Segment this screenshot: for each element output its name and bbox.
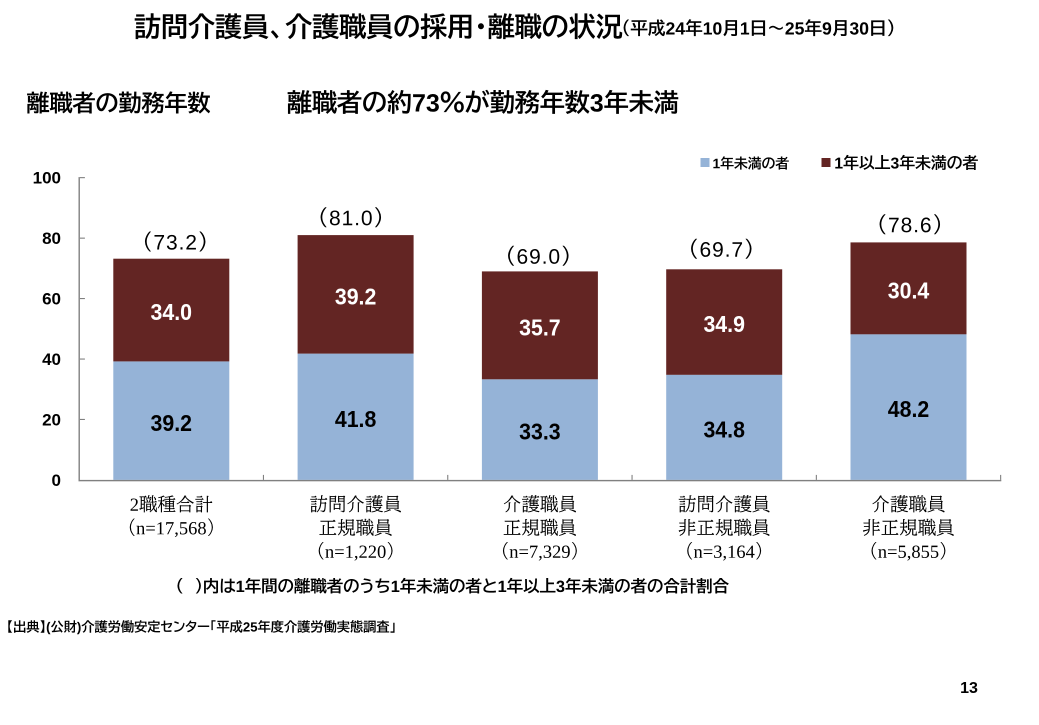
svg-text:39.2: 39.2 [151, 410, 193, 436]
svg-text:35.7: 35.7 [519, 314, 561, 340]
svg-text:80: 80 [42, 229, 61, 248]
svg-text:39.2: 39.2 [335, 283, 377, 309]
svg-text:60: 60 [42, 290, 61, 309]
svg-text:34.9: 34.9 [703, 311, 745, 337]
svg-text:13: 13 [960, 680, 978, 697]
svg-text:48.2: 48.2 [888, 396, 930, 422]
svg-text:33.3: 33.3 [519, 419, 561, 445]
svg-text:20: 20 [42, 411, 61, 430]
svg-text:0: 0 [52, 471, 61, 490]
svg-text:100: 100 [33, 169, 61, 188]
svg-text:34.8: 34.8 [703, 416, 745, 442]
svg-text:41.8: 41.8 [335, 406, 377, 432]
svg-text:30.4: 30.4 [888, 277, 930, 303]
svg-text:40: 40 [42, 350, 61, 369]
svg-text:34.0: 34.0 [151, 299, 193, 325]
